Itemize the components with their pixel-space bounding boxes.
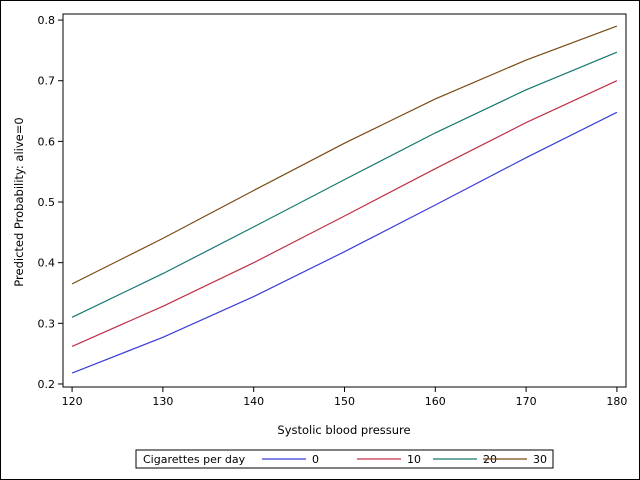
x-tick-label: 160: [425, 395, 446, 408]
x-tick-label: 140: [243, 395, 264, 408]
series-line-10: [71, 80, 618, 347]
y-tick-label: 0.8: [38, 14, 56, 27]
plot-area: [62, 13, 627, 388]
series-lines: [71, 25, 618, 374]
y-tick-label: 0.4: [38, 257, 56, 270]
x-tick-label: 120: [62, 395, 83, 408]
y-tick-label: 0.6: [38, 135, 56, 148]
series-line-30: [71, 25, 618, 285]
y-axis-title: Predicted Probability: alive=0: [12, 117, 26, 286]
y-tick-label: 0.3: [38, 317, 56, 330]
series-line-20: [71, 51, 618, 318]
x-axis-title: Systolic blood pressure: [277, 423, 410, 437]
legend-items: 0 10 20 30: [262, 453, 547, 466]
legend-title: Cigarettes per day: [143, 453, 246, 466]
x-tick-label: 180: [606, 395, 627, 408]
x-axis-ticks: 120 130 140 150 160 170 180: [62, 387, 627, 408]
x-tick-label: 150: [334, 395, 355, 408]
y-tick-label: 0.5: [38, 196, 56, 209]
legend-box: [135, 449, 554, 469]
legend-label-30: 30: [533, 453, 547, 466]
y-tick-label: 0.2: [38, 378, 56, 391]
x-tick-label: 170: [516, 395, 537, 408]
series-line-0: [71, 111, 618, 374]
legend-label-10: 10: [407, 453, 421, 466]
y-tick-label: 0.7: [38, 75, 56, 88]
legend-label-0: 0: [312, 453, 319, 466]
x-tick-label: 130: [152, 395, 173, 408]
y-axis-ticks: 0.2 0.3 0.4 0.5 0.6 0.7 0.8: [38, 14, 63, 391]
legend: Cigarettes per day 0 10 20 30: [135, 449, 554, 469]
